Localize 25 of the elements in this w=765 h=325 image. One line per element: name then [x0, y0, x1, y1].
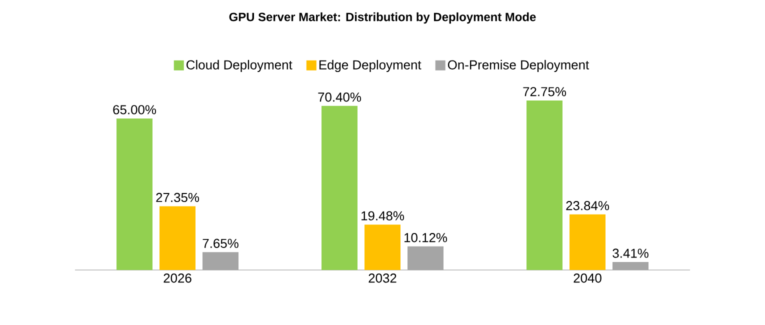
legend-label: Cloud Deployment — [186, 60, 292, 72]
x-tick-label: 2040 — [574, 274, 602, 283]
bar — [408, 246, 444, 270]
bar — [570, 214, 606, 270]
bar — [364, 224, 401, 270]
legend-label: Edge Deployment — [319, 60, 422, 72]
bar — [612, 262, 649, 270]
bar — [116, 118, 153, 270]
data-label: 27.35% — [156, 192, 200, 202]
bar — [160, 206, 196, 270]
chart-title: GPU Server Market: Distribution by Deployment Mode — [229, 12, 536, 24]
data-label: 7.65% — [202, 238, 238, 248]
bar — [526, 100, 563, 270]
x-tick-label: 2032 — [368, 274, 396, 283]
data-label: 72.75% — [523, 87, 566, 96]
legend-label: On-Premise Deployment — [448, 60, 590, 72]
data-label: 3.41% — [612, 248, 648, 258]
data-label: 19.48% — [362, 211, 404, 220]
bar — [202, 252, 239, 270]
data-label: 23.84% — [566, 201, 610, 210]
x-tick-label: 2026 — [164, 274, 192, 283]
data-label: 70.40% — [318, 92, 362, 102]
data-label: 65.00% — [113, 105, 156, 114]
data-label: 10.12% — [404, 233, 448, 242]
bar — [322, 106, 358, 270]
